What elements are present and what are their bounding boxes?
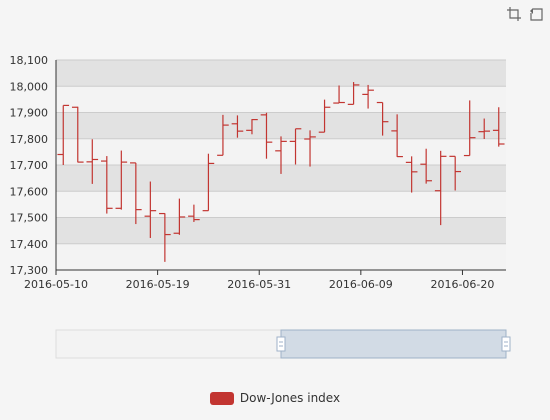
x-tick-label: 2016-05-31: [227, 278, 291, 291]
x-tick-label: 2016-05-19: [126, 278, 190, 291]
ohlc-bar: [57, 104, 70, 165]
ohlc-bar: [463, 100, 476, 157]
ohlc-bar: [115, 150, 128, 210]
data-zoom-slider: [55, 329, 511, 359]
grid-band: [56, 112, 506, 139]
ohlc-bar: [101, 156, 113, 214]
ohlc-bar: [130, 162, 142, 225]
zoom-handle-grip: [276, 336, 286, 352]
ohlc-bar: [362, 84, 374, 109]
ohlc-bar: [275, 136, 287, 174]
ohlc-bar: [318, 99, 331, 133]
x-tick-label: 2016-06-09: [329, 278, 393, 291]
ohlc-bar: [260, 112, 273, 159]
ohlc-bar: [159, 212, 171, 262]
grid-band: [56, 86, 506, 113]
zoom-window[interactable]: [280, 329, 507, 359]
ohlc-bar: [304, 130, 316, 167]
zoom-handle-grip: [501, 336, 511, 352]
ohlc-bar: [86, 139, 99, 184]
y-tick-label: 18,000: [10, 80, 49, 93]
grid-band: [56, 243, 506, 270]
ohlc-bar: [405, 156, 418, 193]
ohlc-bar: [71, 106, 84, 163]
ohlc-bar: [202, 153, 215, 212]
x-axis: 2016-05-10 2016-05-19 2016-05-31 2016-06-09…: [24, 269, 506, 291]
y-tick-label: 17,800: [10, 133, 49, 146]
ohlc-bar: [420, 148, 432, 184]
ohlc-bar: [376, 101, 389, 136]
ohlc-series: [57, 82, 505, 262]
toolbox: [506, 6, 544, 22]
grid-band: [56, 217, 506, 244]
y-tick-label: 17,500: [10, 212, 49, 225]
ohlc-bar: [492, 107, 505, 147]
ohlc-bar: [478, 118, 491, 140]
ohlc-bar: [231, 115, 244, 138]
x-tick-label: 2016-06-20: [430, 278, 494, 291]
ohlc-bar: [289, 128, 302, 165]
ohlc-bar: [391, 114, 403, 158]
legend-swatch: [209, 391, 234, 405]
ohlc-bar: [173, 198, 186, 235]
y-tick-label: 17,600: [10, 185, 49, 198]
x-tick-label: 2016-05-10: [24, 278, 88, 291]
data-zoom-icon[interactable]: [506, 6, 522, 22]
ohlc-bar: [144, 181, 157, 238]
zoom-handle-end[interactable]: [501, 336, 511, 352]
legend-label: Dow-Jones index: [239, 391, 341, 405]
y-tick-label: 17,700: [10, 159, 49, 172]
y-tick-label: 18,100: [10, 54, 49, 67]
ohlc-bar: [347, 82, 360, 105]
grid-band: [56, 60, 506, 87]
ohlc-bar: [246, 118, 258, 135]
grid-band: [56, 191, 506, 218]
restore-icon[interactable]: [528, 6, 544, 22]
ohlc-bar: [434, 150, 447, 226]
ohlc-bar: [449, 155, 461, 191]
y-tick-label: 17,300: [10, 264, 49, 277]
y-tick-label: 17,400: [10, 238, 49, 251]
ohlc-bar: [333, 85, 345, 104]
zoom-handle-start[interactable]: [276, 336, 286, 352]
ohlc-bar: [217, 114, 229, 156]
ohlc-bar: [188, 204, 200, 222]
legend[interactable]: Dow-Jones index: [0, 388, 550, 408]
y-tick-label: 17,900: [10, 107, 49, 120]
